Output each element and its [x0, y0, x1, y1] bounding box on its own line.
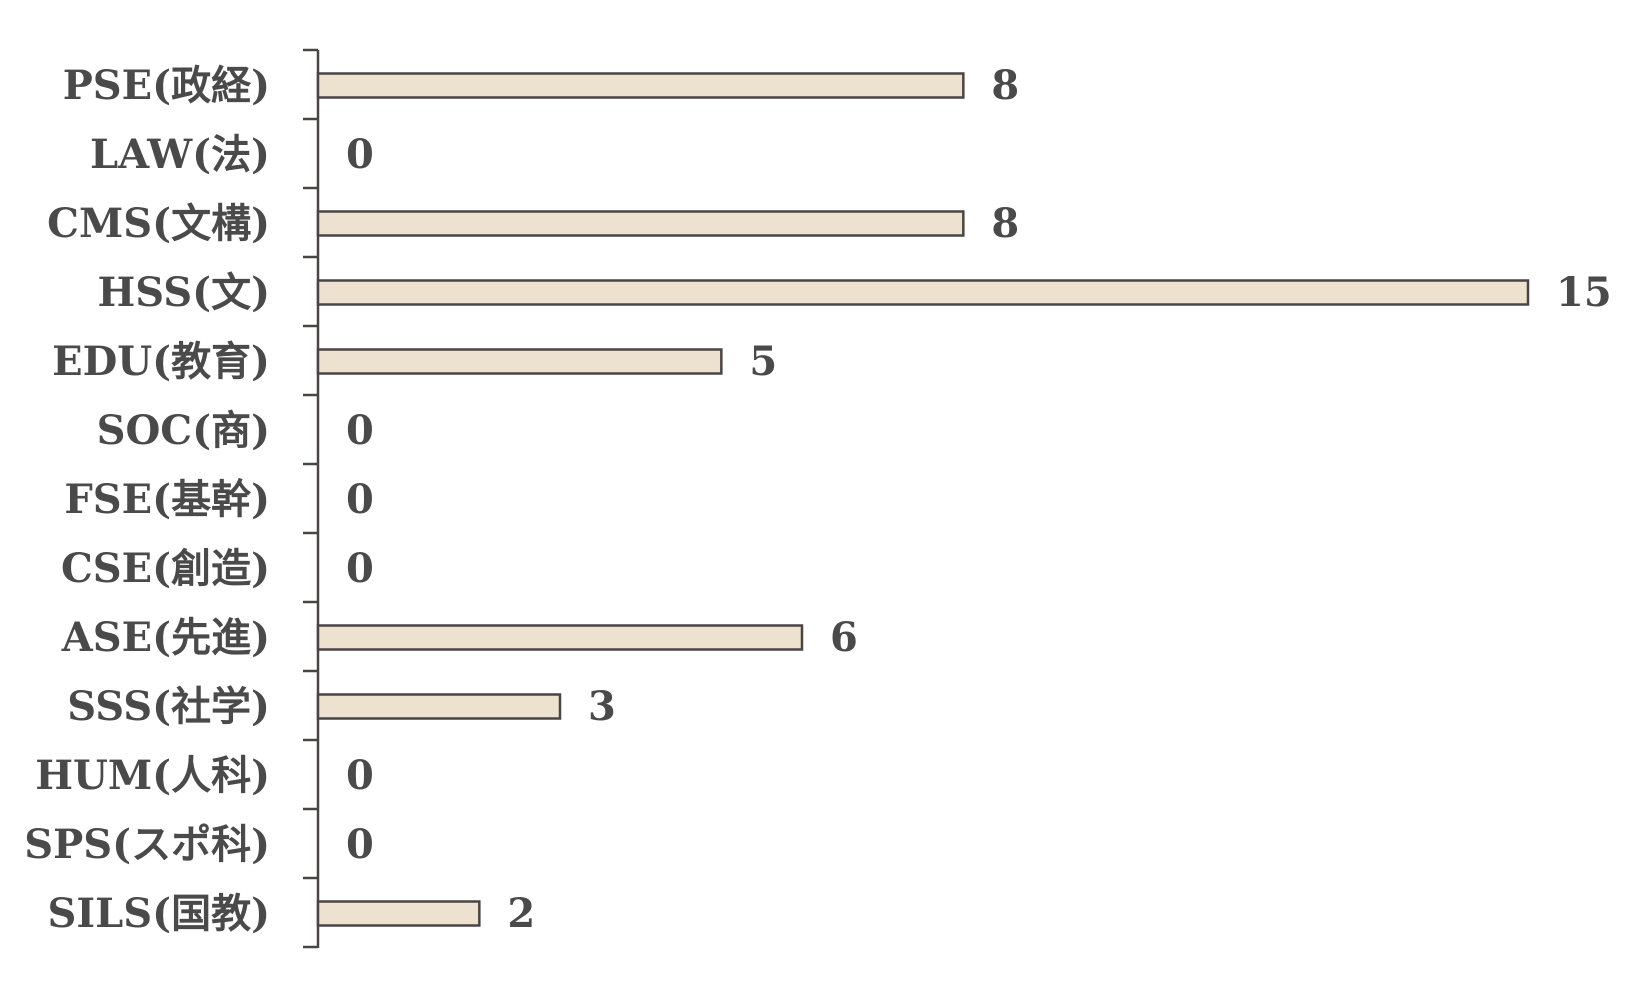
data-label: 0 — [346, 131, 374, 178]
category-labels: PSE(政経) LAW(法) CMS(文構) HSS(文) EDU(教育) SOC(商) F… — [24, 62, 270, 937]
data-label: 0 — [346, 752, 374, 799]
data-label: 5 — [749, 338, 777, 385]
category-label: FSE(基幹) — [64, 476, 270, 523]
data-label: 8 — [991, 62, 1019, 109]
bar — [316, 72, 965, 99]
category-label: CSE(創造) — [61, 545, 270, 592]
bar — [316, 624, 804, 651]
category-label: PSE(政経) — [63, 62, 270, 109]
category-label: SOC(商) — [97, 407, 270, 454]
category-label: HUM(人科) — [35, 752, 270, 799]
data-label: 3 — [588, 683, 616, 730]
y-axis-ticks — [303, 48, 318, 949]
data-label: 15 — [1556, 269, 1612, 316]
data-label: 0 — [346, 407, 374, 454]
data-label: 0 — [346, 821, 374, 868]
category-label: SSS(社学) — [67, 683, 270, 730]
bar — [316, 210, 965, 237]
data-label: 0 — [346, 545, 374, 592]
category-label: ASE(先進) — [61, 614, 270, 661]
bar — [316, 693, 562, 720]
category-label: EDU(教育) — [52, 338, 270, 385]
category-label: SILS(国教) — [48, 890, 270, 937]
category-label: LAW(法) — [90, 131, 270, 178]
bar — [316, 279, 1530, 306]
data-label: 6 — [830, 614, 858, 661]
data-label: 0 — [346, 476, 374, 523]
bar — [316, 900, 481, 927]
category-label: SPS(スポ科) — [24, 821, 270, 868]
category-label: CMS(文構) — [47, 200, 270, 247]
data-label: 2 — [507, 890, 535, 937]
data-labels: 8 0 8 15 5 0 0 0 6 3 0 0 2 — [346, 62, 1612, 937]
bars-group — [316, 72, 1530, 927]
data-label: 8 — [991, 200, 1019, 247]
bar — [316, 348, 723, 375]
category-label: HSS(文) — [97, 269, 270, 316]
